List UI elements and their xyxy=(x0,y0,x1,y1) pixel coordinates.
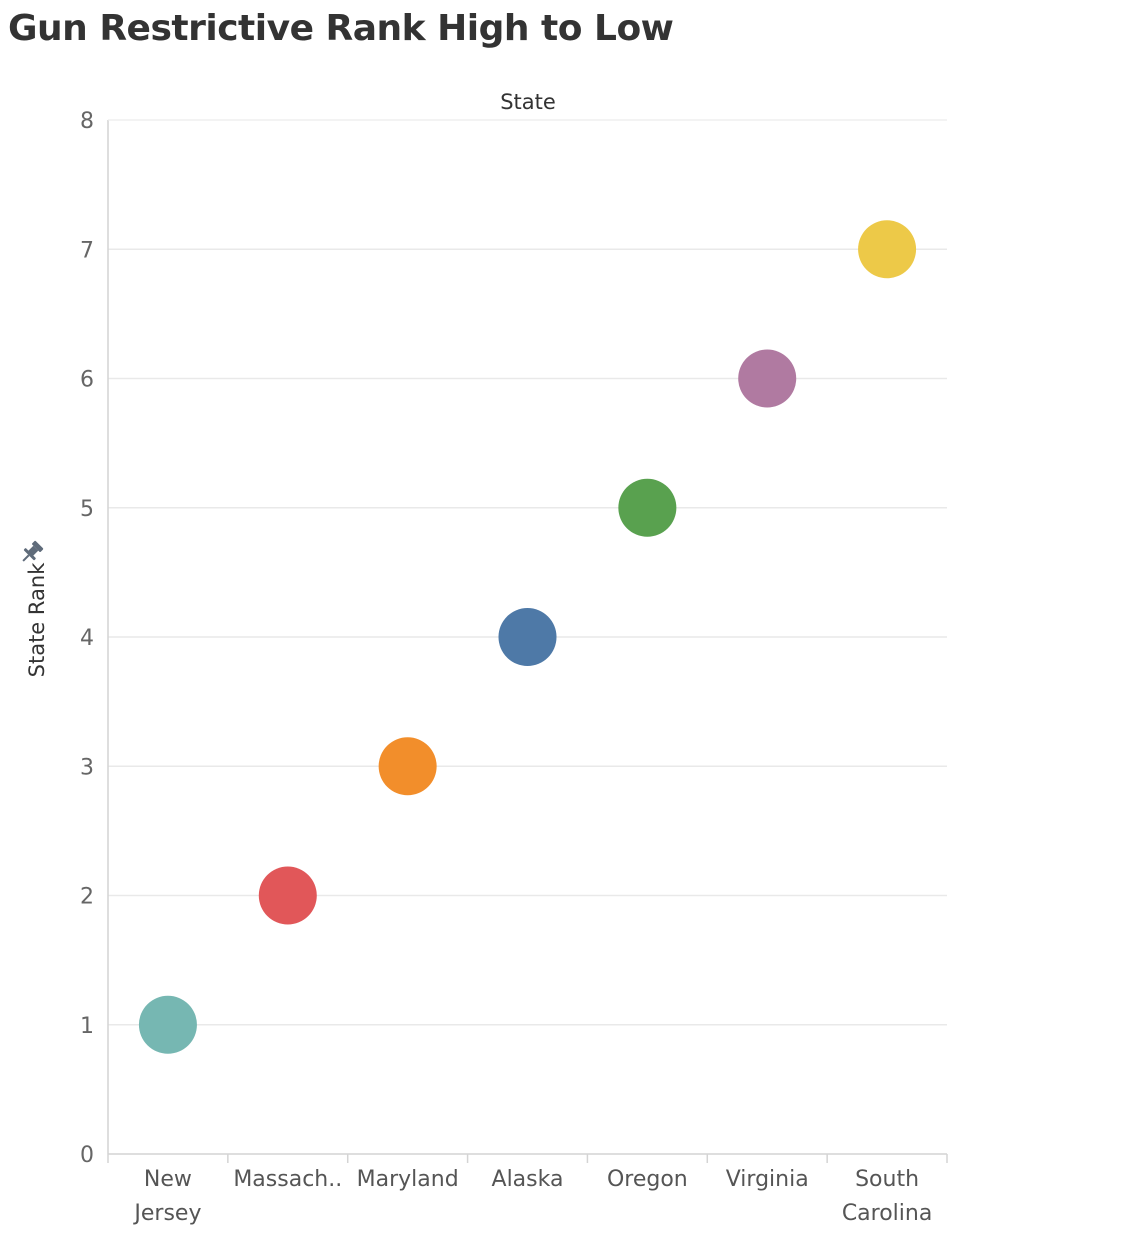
y-tick-label: 4 xyxy=(80,626,94,651)
x-tick-label: Massach.. xyxy=(233,1167,342,1192)
data-points xyxy=(138,220,917,1054)
y-tick-label: 1 xyxy=(80,1014,94,1039)
data-point[interactable] xyxy=(138,995,197,1054)
x-tick-label: Oregon xyxy=(607,1167,688,1192)
y-axis-title: State Rank xyxy=(25,562,49,678)
data-point[interactable] xyxy=(378,737,437,796)
data-point[interactable] xyxy=(498,608,557,666)
y-tick-label: 6 xyxy=(80,368,94,393)
x-axis-title: State xyxy=(500,90,556,114)
y-tick-label: 2 xyxy=(80,885,94,910)
y-tick-label: 5 xyxy=(80,497,94,522)
y-tick-label: 0 xyxy=(80,1143,94,1168)
y-axis-title-group: State Rank xyxy=(25,562,49,678)
data-point[interactable] xyxy=(258,866,317,925)
data-point[interactable] xyxy=(618,478,677,537)
pin-icon[interactable] xyxy=(18,539,45,566)
x-tick-label: South Carolina xyxy=(842,1167,933,1226)
data-point[interactable] xyxy=(738,349,797,408)
y-axis-ticks: 0 1 2 3 4 5 6 7 8 xyxy=(80,109,94,1168)
x-tick-label: Virginia xyxy=(726,1167,809,1192)
axes xyxy=(107,119,948,1163)
y-tick-label: 8 xyxy=(80,109,94,134)
y-tick-label: 3 xyxy=(80,755,94,780)
chart-title: Gun Restrictive Rank High to Low xyxy=(8,8,674,49)
x-tick-label: Maryland xyxy=(357,1167,459,1192)
y-tick-label: 7 xyxy=(80,238,94,263)
x-axis-ticks: New Jersey Massach.. Maryland Alaska Oregon Vi… xyxy=(132,1167,932,1226)
data-point[interactable] xyxy=(858,220,917,279)
gridlines xyxy=(108,119,947,1026)
x-tick-label: New Jersey xyxy=(132,1167,201,1226)
x-tick-label: Alaska xyxy=(492,1167,564,1192)
